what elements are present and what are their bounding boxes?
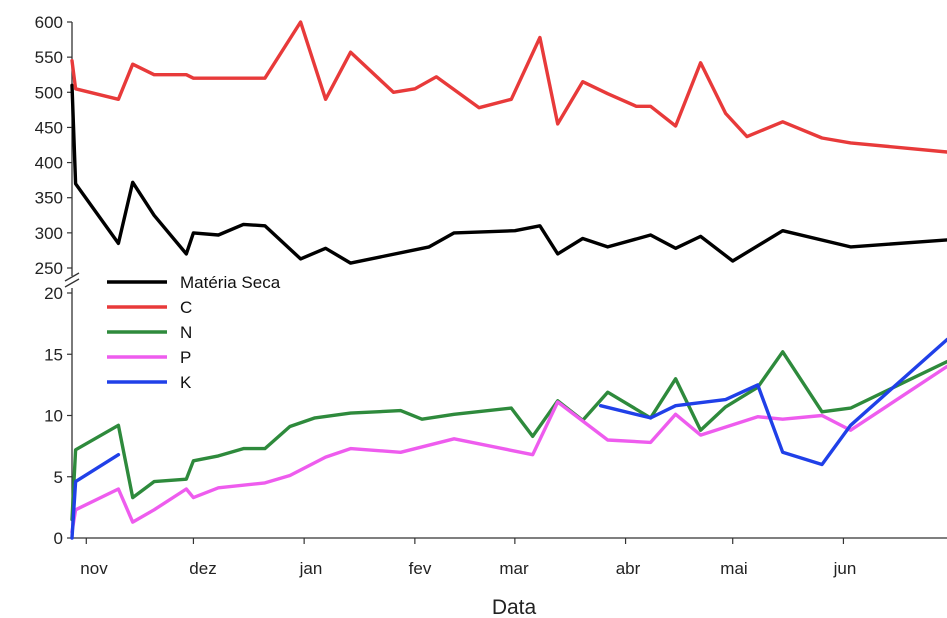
y-tick-label: 10 <box>44 407 63 426</box>
x-tick-label: fev <box>409 559 432 578</box>
x-tick-label: jun <box>833 559 857 578</box>
y-tick-label: 600 <box>35 13 63 32</box>
series-line-n <box>70 350 947 522</box>
series-line-k <box>648 337 947 467</box>
legend-label-k: K <box>180 373 192 392</box>
legend-label-n: N <box>180 323 192 342</box>
axes-layer: 600 550 500 450 400 350 300 250 20 15 10 5 0 nov dez ja… <box>35 13 947 578</box>
series-line-k <box>70 453 121 540</box>
x-tick-label: mar <box>499 559 529 578</box>
x-tick-label: jan <box>299 559 323 578</box>
series-line-c <box>70 20 947 154</box>
y-tick-label: 400 <box>35 154 63 173</box>
axis-break-mark <box>64 278 80 288</box>
y-tick-label: 350 <box>35 189 63 208</box>
x-tick-label: abr <box>616 559 641 578</box>
axis-break-mark <box>64 272 80 282</box>
y-tick-label: 550 <box>35 48 63 67</box>
x-tick-label: mai <box>720 559 747 578</box>
y-tick-label: 0 <box>54 529 63 548</box>
y-tick-label: 15 <box>44 345 63 364</box>
y-tick-label: 500 <box>35 83 63 102</box>
legend-label-mat-ria-seca: Matéria Seca <box>180 273 281 292</box>
x-axis-title: Data <box>492 596 537 618</box>
y-tick-label: 5 <box>54 468 63 487</box>
series-line-p <box>70 364 947 534</box>
x-tick-label: nov <box>80 559 108 578</box>
y-tick-label: 20 <box>44 284 63 303</box>
legend-label-c: C <box>180 298 192 317</box>
series-line-mat-ria-seca <box>70 83 947 265</box>
y-tick-label: 300 <box>35 224 63 243</box>
legend-label-p: P <box>180 348 191 367</box>
x-tick-label: dez <box>189 559 216 578</box>
series-line-k-fragment <box>598 404 653 420</box>
y-tick-label: 450 <box>35 118 63 137</box>
series-layer <box>70 20 947 540</box>
y-tick-label: 250 <box>35 259 63 278</box>
